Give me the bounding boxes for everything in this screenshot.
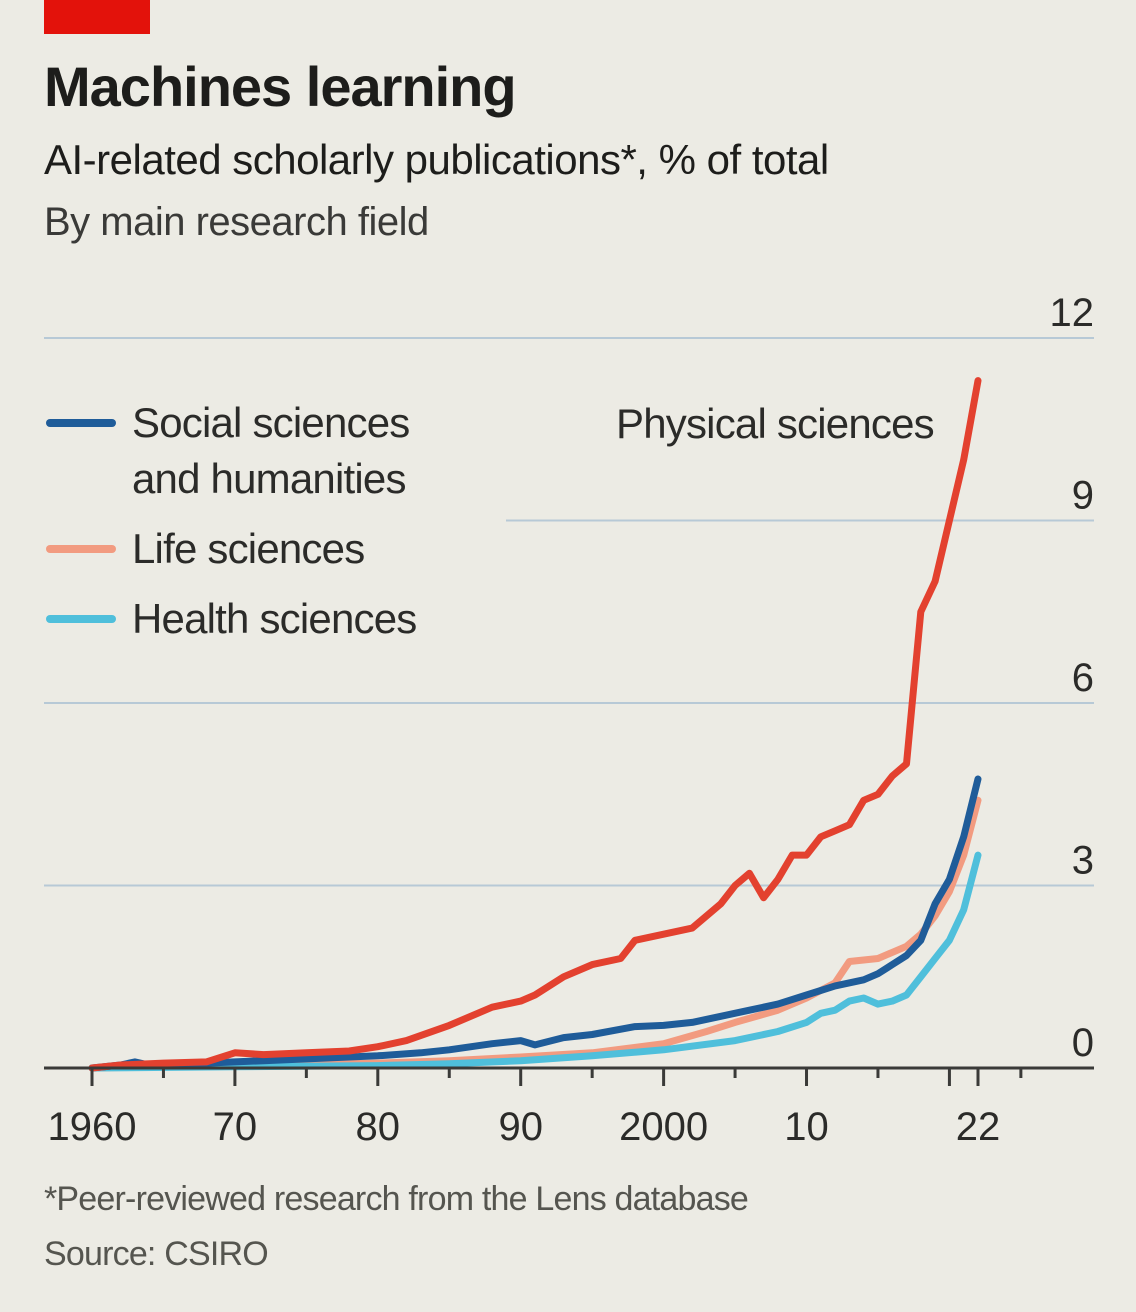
legend-swatch-social-sciences (46, 419, 116, 427)
y-tick-label-6: 6 (1072, 656, 1094, 700)
legend-label-life-sciences: Life sciences (132, 525, 365, 572)
legend-item-health-sciences: Health sciences (44, 591, 417, 647)
series-line-life-sciences (88, 796, 982, 1072)
chart-subsubtitle: By main research field (44, 200, 429, 244)
series-line-physical-sciences (88, 377, 982, 1072)
y-tick-label-9: 9 (1072, 474, 1094, 518)
x-tick-label-10: 10 (784, 1105, 829, 1149)
legend: Social sciences and humanities Life scie… (44, 395, 417, 661)
x-tick-label-70: 70 (213, 1105, 258, 1149)
source-note: Source: CSIRO (44, 1235, 269, 1273)
x-tick-label-1960: 1960 (48, 1105, 137, 1149)
gridlines (44, 337, 1094, 887)
chart-subtitle: AI-related scholarly publications*, % of… (44, 136, 829, 183)
legend-swatch-health-sciences (46, 615, 116, 623)
series-line-social-sciences-and-humanities (88, 775, 982, 1072)
x-tick-label-22: 22 (956, 1105, 1001, 1149)
y-tick-label-3: 3 (1072, 839, 1094, 883)
x-tick-label-2000: 2000 (619, 1105, 708, 1149)
legend-swatch-life-sciences (46, 545, 116, 553)
y-tick-label-0: 0 (1072, 1021, 1094, 1065)
legend-item-social-sciences: Social sciences and humanities (44, 395, 416, 507)
series-line-health-sciences (88, 851, 982, 1072)
physical-sciences-label: Physical sciences (616, 400, 935, 447)
y-tick-label-12: 12 (1050, 291, 1095, 335)
brand-tag (44, 0, 150, 34)
legend-item-life-sciences: Life sciences (44, 521, 416, 577)
x-axis: 1960 70 80 90 2000 10 22 (44, 1066, 1094, 1149)
x-tick-label-80: 80 (356, 1105, 401, 1149)
legend-label-social-sciences: Social sciences (132, 399, 410, 446)
footnote: *Peer-reviewed research from the Lens da… (44, 1180, 749, 1218)
legend-label-health-sciences: Health sciences (132, 595, 417, 642)
series-lines (88, 377, 982, 1072)
x-tick-label-90: 90 (498, 1105, 543, 1149)
chart-title: Machines learning (44, 55, 517, 118)
y-axis-labels: 0 3 6 9 12 (1050, 291, 1095, 1065)
legend-label-social-sciences-line2: and humanities (132, 455, 406, 502)
